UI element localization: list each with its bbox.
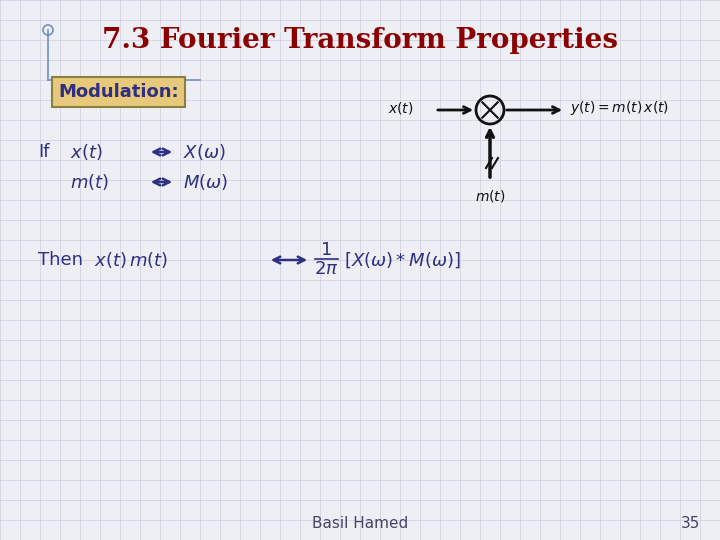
Text: $x(t)$: $x(t)$ [388, 100, 413, 116]
Text: $x(t)$: $x(t)$ [70, 142, 103, 162]
Text: $[X(\omega) * M(\omega)]$: $[X(\omega) * M(\omega)]$ [344, 250, 461, 270]
Text: $y(t)=m(t)\,x(t)$: $y(t)=m(t)\,x(t)$ [570, 99, 669, 117]
Text: $m(t)$: $m(t)$ [474, 188, 505, 204]
Text: $M(\omega)$: $M(\omega)$ [183, 172, 228, 192]
Text: $2\pi$: $2\pi$ [314, 260, 338, 278]
Text: 35: 35 [680, 516, 700, 531]
Text: $1$: $1$ [320, 241, 332, 259]
Text: If: If [38, 143, 50, 161]
Text: Then: Then [38, 251, 83, 269]
Text: $X(\omega)$: $X(\omega)$ [183, 142, 225, 162]
Text: Modulation:: Modulation: [58, 83, 179, 101]
Text: $m(t)$: $m(t)$ [70, 172, 109, 192]
Text: Basil Hamed: Basil Hamed [312, 516, 408, 531]
Text: 7.3 Fourier Transform Properties: 7.3 Fourier Transform Properties [102, 26, 618, 53]
Text: $x(t)\,m(t)$: $x(t)\,m(t)$ [94, 250, 168, 270]
